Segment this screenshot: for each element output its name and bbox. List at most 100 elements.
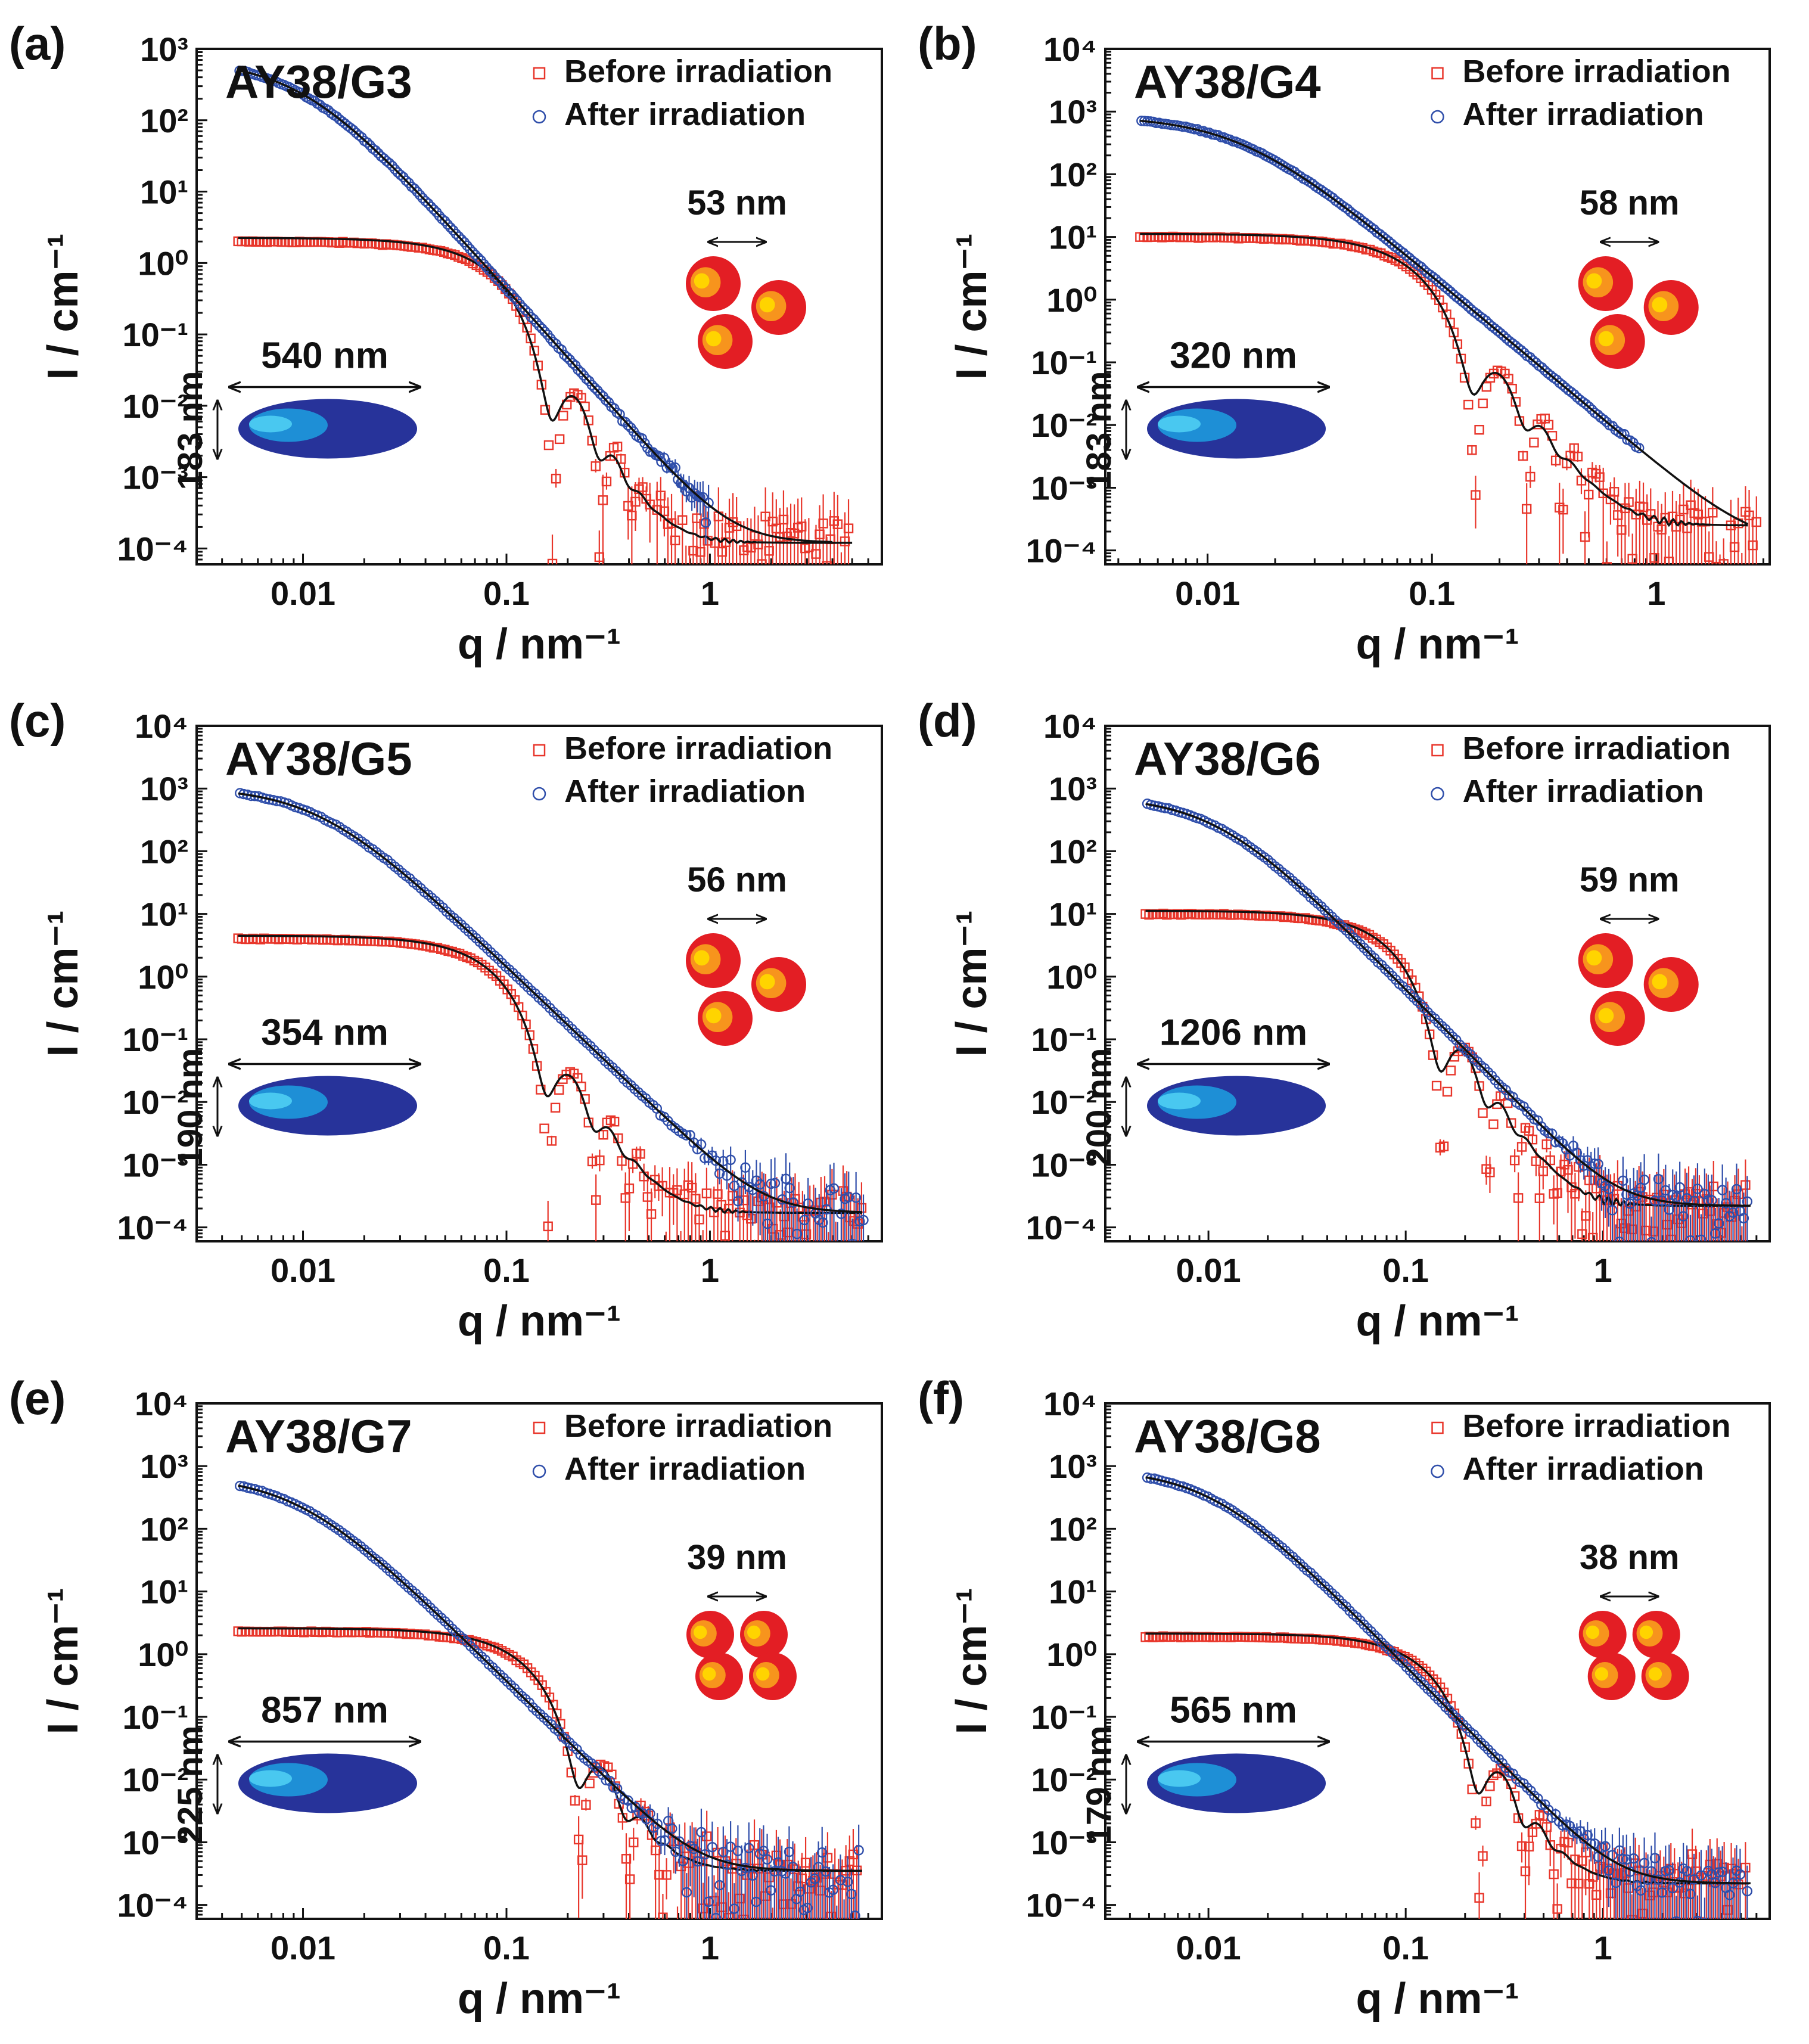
data-point-circle xyxy=(1656,1887,1668,1898)
data-point-square xyxy=(769,1929,777,1937)
data-point-square xyxy=(590,1195,601,1205)
data-point-square xyxy=(1700,516,1711,527)
fit-curve xyxy=(238,1627,861,1872)
data-point-circle xyxy=(1724,1211,1735,1222)
data-point-circle xyxy=(710,1912,722,1919)
core-shell-sphere-icon xyxy=(686,933,741,988)
y-axis-label: I / cm⁻¹ xyxy=(39,1588,87,1734)
data-point-circle xyxy=(1634,443,1645,453)
y-tick-label: 10⁰ xyxy=(1046,1636,1097,1673)
rod-width-label: 179 nm xyxy=(1080,1726,1118,1845)
data-point-circle xyxy=(556,344,567,355)
x-axis-label: q / nm⁻¹ xyxy=(458,1975,621,2023)
data-point-circle xyxy=(1581,399,1592,410)
y-tick-label: 10¹ xyxy=(1049,896,1097,933)
data-point-circle xyxy=(809,1874,820,1884)
data-point-square xyxy=(1574,1161,1584,1172)
data-point-circle xyxy=(688,1843,700,1854)
data-point-circle xyxy=(1416,262,1426,272)
data-point-circle xyxy=(1323,1585,1334,1595)
data-point-circle xyxy=(832,1927,841,1936)
data-point-circle xyxy=(729,1903,739,1914)
data-point-square xyxy=(1467,445,1477,455)
panel-label: (f) xyxy=(918,1372,964,1424)
legend-marker-square xyxy=(1431,744,1444,757)
y-axis-label: I / cm⁻¹ xyxy=(948,910,996,1057)
data-point-circle xyxy=(1713,1218,1724,1229)
sphere-size-label: 59 nm xyxy=(1580,861,1680,899)
data-point-circle xyxy=(348,125,359,136)
data-point-square xyxy=(547,558,558,564)
data-point-square xyxy=(1478,398,1488,409)
data-point-circle xyxy=(1442,284,1453,295)
data-point-square xyxy=(677,515,688,525)
chart-panel-b: (b) 0.01 0.1 1 10⁻⁴ 10⁻³ 10⁻² 10⁻¹ 10⁰ 10¹ 10² 10³ 1… xyxy=(918,17,1771,668)
data-point-circle xyxy=(1569,389,1580,400)
data-point-square xyxy=(764,1872,774,1883)
y-tick-label: 10³ xyxy=(140,30,188,68)
data-point-circle xyxy=(390,164,400,175)
y-tick-label: 10⁻³ xyxy=(1031,1146,1098,1183)
data-point-square xyxy=(543,440,554,451)
data-point-circle xyxy=(1255,1525,1266,1536)
legend-label-after: After irradiation xyxy=(1463,1451,1704,1487)
data-point-circle xyxy=(1342,204,1353,215)
data-point-square xyxy=(1525,471,1536,482)
data-point-square xyxy=(1737,1248,1746,1256)
data-point-circle xyxy=(1482,1067,1494,1078)
data-point-circle xyxy=(700,517,711,528)
y-tick-label: 10⁴ xyxy=(1043,1385,1097,1422)
data-point-circle xyxy=(362,137,372,148)
data-point-square xyxy=(595,1155,605,1166)
y-tick-label: 10⁻² xyxy=(123,387,189,425)
rod-width-label: 225 nm xyxy=(171,1726,210,1845)
sphere-size-label: 58 nm xyxy=(1580,184,1680,222)
data-point-circle xyxy=(774,1254,783,1263)
data-point-circle xyxy=(481,262,492,273)
data-point-circle xyxy=(1603,1183,1614,1195)
data-point-circle xyxy=(1481,315,1491,326)
x-tick-label: 0.01 xyxy=(271,574,335,612)
data-point-circle xyxy=(1540,1799,1550,1810)
fit-curve xyxy=(238,237,853,544)
core-shell-sphere-icon xyxy=(751,957,806,1012)
data-point-circle xyxy=(1412,1673,1423,1683)
fit-curve xyxy=(1140,232,1748,527)
data-point-circle xyxy=(536,323,548,334)
data-point-circle xyxy=(853,1845,864,1856)
core-shell-sphere-icon xyxy=(698,314,753,369)
data-point-circle xyxy=(1444,1027,1454,1039)
data-point-circle xyxy=(1291,878,1302,890)
y-tick-label: 10⁻² xyxy=(1031,406,1098,444)
data-point-circle xyxy=(567,358,578,369)
sphere-size-label: 53 nm xyxy=(687,184,787,222)
y-tick-label: 10⁻⁴ xyxy=(1025,1209,1097,1247)
data-point-circle xyxy=(415,190,425,200)
data-point-circle xyxy=(1735,1869,1746,1880)
data-point-circle xyxy=(796,1243,805,1252)
data-point-circle xyxy=(1618,1853,1628,1865)
data-point-circle xyxy=(817,1847,828,1858)
data-point-square xyxy=(843,523,854,533)
data-point-circle xyxy=(1738,1213,1749,1223)
data-point-square xyxy=(1541,1822,1552,1832)
data-point-square xyxy=(658,1912,668,1919)
data-point-circle xyxy=(818,1217,828,1228)
core-shell-sphere-icon xyxy=(686,256,741,311)
data-point-square xyxy=(1609,487,1620,497)
data-point-circle xyxy=(1625,1198,1636,1209)
data-point-circle xyxy=(1582,1829,1593,1841)
data-point-circle xyxy=(1447,1708,1458,1720)
data-point-circle xyxy=(1639,1857,1650,1869)
series-before-irradiation xyxy=(233,1626,862,1937)
data-point-circle xyxy=(758,1846,769,1856)
data-point-square xyxy=(760,511,770,521)
rod-width-label: 190 nm xyxy=(171,1048,210,1167)
y-tick-label: 10³ xyxy=(1049,770,1097,807)
data-point-circle xyxy=(1295,1558,1306,1569)
data-point-square xyxy=(736,571,744,579)
data-point-circle xyxy=(1551,374,1562,385)
data-point-square xyxy=(609,1116,620,1127)
sphere-size-label: 39 nm xyxy=(687,1538,787,1577)
